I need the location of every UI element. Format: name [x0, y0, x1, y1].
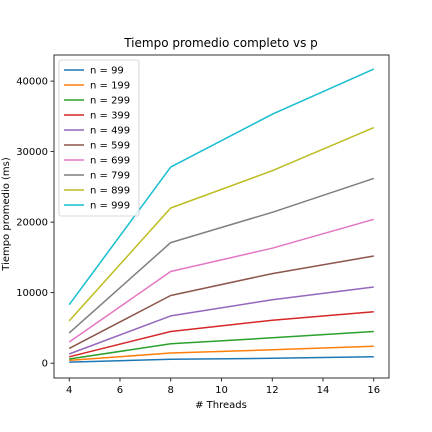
- series-line-5: [68, 286, 374, 355]
- x-tick-label: 12: [266, 385, 279, 396]
- x-tick-label: 10: [215, 385, 228, 396]
- x-tick-label: 14: [317, 385, 330, 396]
- y-tick-label: 0: [42, 359, 48, 370]
- legend-label-9: n = 899: [90, 186, 130, 197]
- x-tick-label: 8: [168, 385, 174, 396]
- legend-label-2: n = 199: [90, 81, 130, 92]
- series-line-9: [68, 126, 375, 322]
- legend-label-8: n = 799: [90, 171, 130, 182]
- series-line-7: [68, 218, 375, 343]
- legend-label-5: n = 499: [90, 126, 130, 137]
- series-line-1: [69, 356, 374, 363]
- plot-area: [53, 54, 390, 379]
- legend-label-4: n = 399: [90, 111, 130, 122]
- legend-label-1: n = 99: [90, 66, 124, 77]
- y-tick-label: 10000: [16, 288, 48, 299]
- legend-label-3: n = 299: [90, 96, 130, 107]
- x-tick-label: 4: [66, 385, 72, 396]
- x-axis-label: # Threads: [195, 400, 247, 411]
- x-tick-label: 16: [367, 385, 380, 396]
- legend-box: [58, 59, 140, 217]
- y-tick-label: 40000: [16, 77, 48, 88]
- y-axis-ticks: 0 10000 20000 30000 40000: [16, 77, 54, 370]
- y-tick-label: 30000: [16, 147, 48, 158]
- series-line-4: [69, 310, 374, 358]
- series-line-2: [69, 345, 374, 362]
- series-line-8: [68, 177, 375, 334]
- x-axis-ticks: 4 6 8 10 12 14 16: [66, 378, 380, 396]
- y-tick-label: 20000: [16, 218, 48, 229]
- y-axis-label: Tiempo promedio (ms): [1, 157, 12, 272]
- legend: n = 99 n = 199 n = 299 n = 399 n = 499 n = 59…: [58, 59, 140, 217]
- legend-label-6: n = 599: [90, 141, 130, 152]
- legend-label-10: n = 999: [90, 201, 130, 212]
- series-line-10: [68, 68, 375, 306]
- x-tick-label: 6: [117, 385, 123, 396]
- legend-label-7: n = 699: [90, 156, 130, 167]
- chart-title: Tiempo promedio completo vs p: [123, 36, 318, 50]
- series-line-6: [68, 255, 374, 350]
- series-line-3: [69, 330, 374, 360]
